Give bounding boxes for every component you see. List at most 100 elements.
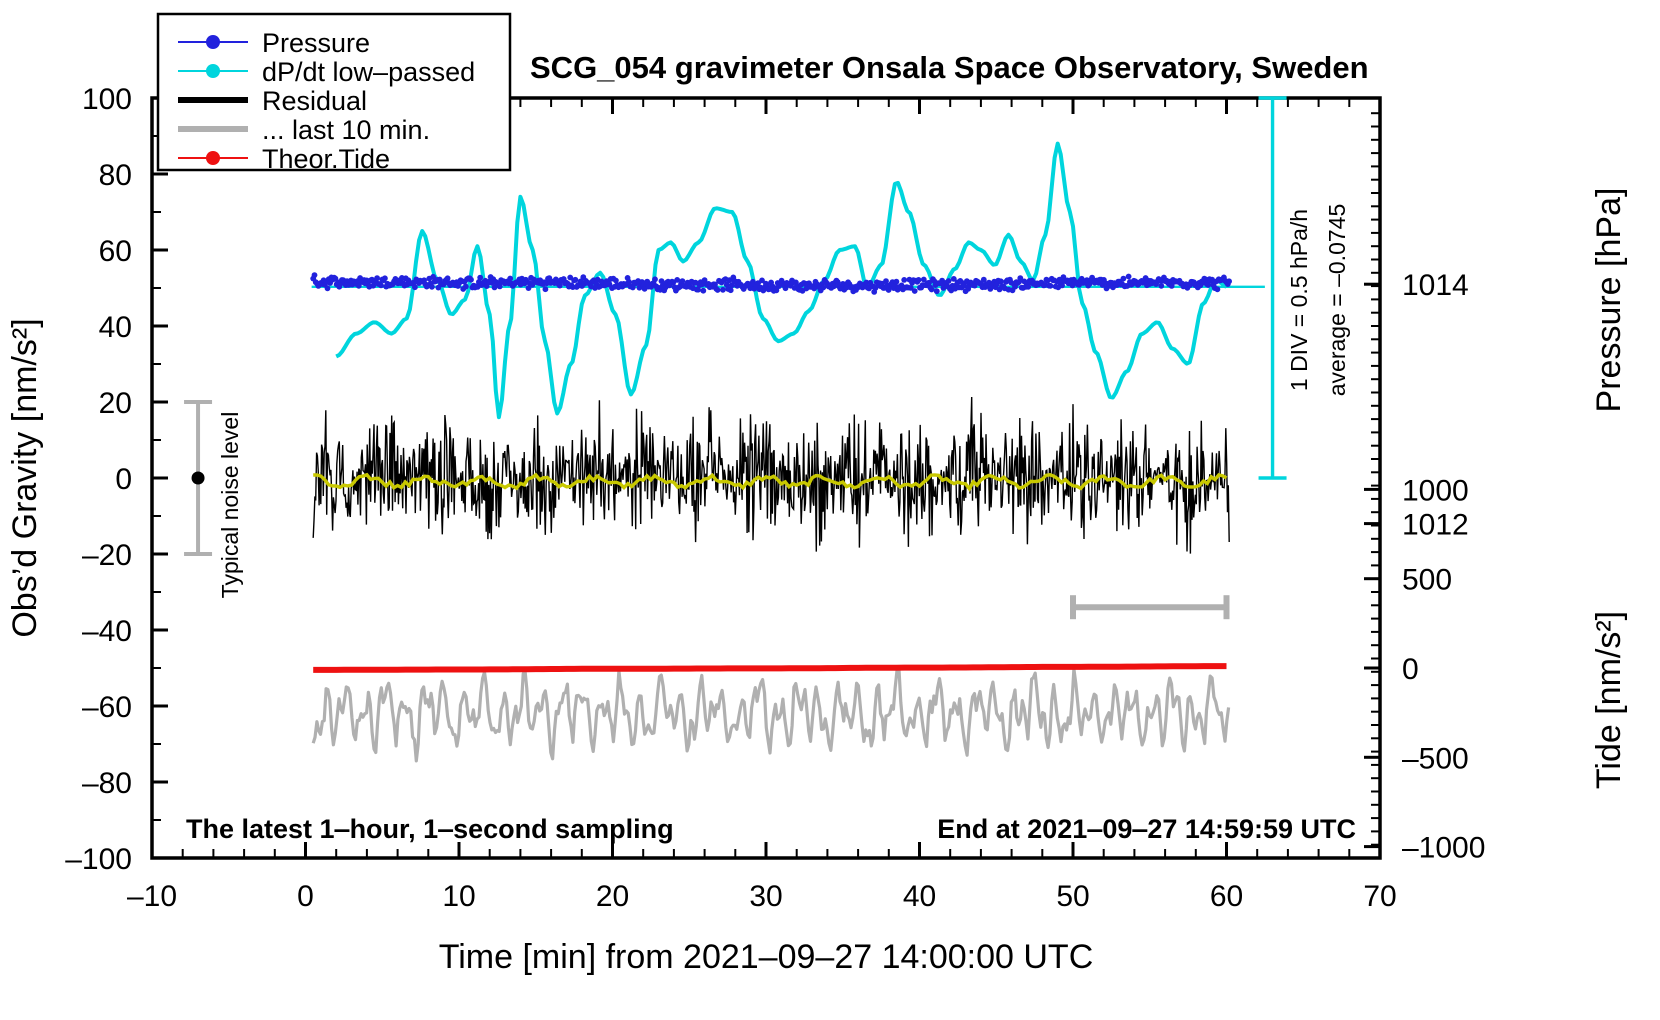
y-axis-title-left: Obs’d Gravity [nm/s²] <box>6 318 44 637</box>
legend-item-2: Residual <box>178 86 367 116</box>
annotation-layer <box>184 96 1287 556</box>
y-axis-title-tide: Tide [nm/s²] <box>1590 611 1628 789</box>
pressure-point <box>1059 282 1065 289</box>
legend-label: Residual <box>262 86 367 116</box>
pressure-point <box>652 276 658 283</box>
legend-item-0: Pressure <box>178 28 370 58</box>
pressure-point <box>382 275 388 282</box>
x-tick-label: 30 <box>749 880 782 913</box>
pressure-point <box>1047 282 1054 289</box>
pressure-point <box>1120 275 1127 282</box>
pressure-point <box>907 285 914 291</box>
tide-tick-label: 0 <box>1402 653 1419 686</box>
pressure-point <box>324 285 331 292</box>
pressure-point <box>901 277 908 283</box>
pressure-point <box>542 286 549 293</box>
cyan-scale-bar <box>1258 96 1287 480</box>
axis-layer: ‒10 0 10 20 30 40 50 60 70100806040200‒20‒40‒60‒… <box>65 83 1485 913</box>
pressure-point <box>1125 273 1132 280</box>
pressure-point <box>525 285 532 291</box>
x-tick-label: 10 <box>442 880 475 913</box>
pressure-point <box>507 275 514 282</box>
residual-smoothed-trace <box>313 472 1228 492</box>
pressure-point <box>1214 286 1221 293</box>
legend-swatch-marker <box>206 151 220 165</box>
pressure-point <box>1205 282 1212 288</box>
legend-label: Pressure <box>262 28 370 58</box>
y-tick-label: ‒80 <box>82 767 132 800</box>
pressure-point <box>883 278 889 284</box>
pressure-point <box>462 283 469 290</box>
last10min-marker-bar <box>1070 595 1230 620</box>
bottom-left-note: The latest 1‒hour, 1‒second sampling <box>186 814 674 844</box>
y-tick-label: ‒60 <box>82 691 132 724</box>
y-tick-label: ‒40 <box>82 615 132 648</box>
y-tick-label: 60 <box>99 235 132 268</box>
pressure-tick-label: 1014 <box>1402 269 1469 302</box>
x-axis-title: Time [min] from 2021‒09‒27 14:00:00 UTC <box>439 938 1094 976</box>
pressure-point <box>997 278 1004 285</box>
x-tick-label: 50 <box>1056 880 1089 913</box>
x-tick-label: ‒10 <box>127 880 177 913</box>
dpdt-trace <box>335 141 1228 420</box>
pressure-point <box>872 285 879 291</box>
pressure-point <box>911 288 918 294</box>
y-tick-label: 20 <box>99 387 132 420</box>
x-tick-label: 70 <box>1363 880 1396 913</box>
theor-tide-trace <box>313 663 1227 673</box>
legend-label: Theor.Tide <box>262 144 390 174</box>
tide-tick-label: ‒500 <box>1402 742 1469 775</box>
pressure-point <box>950 276 957 282</box>
last10min-trace <box>311 666 1231 763</box>
pressure-point <box>374 275 380 281</box>
pressure-point <box>928 286 935 293</box>
pressure-point <box>759 277 765 284</box>
pressure-point <box>679 278 686 284</box>
pressure-point <box>773 287 780 294</box>
pressure-point <box>920 276 927 283</box>
pressure-point <box>613 277 619 284</box>
pressure-point <box>1017 275 1024 281</box>
legend-item-1: dP/dt low‒passed <box>178 57 475 87</box>
legend-label: ... last 10 min. <box>262 115 430 145</box>
pressure-point <box>1226 278 1232 285</box>
pressure-point <box>556 282 563 289</box>
pressure-point <box>378 282 384 289</box>
page-title: SCG_054 gravimeter Onsala Space Observat… <box>530 50 1369 85</box>
pressure-point <box>1025 283 1032 290</box>
average-note: average = ‒0.0745 <box>1324 204 1350 396</box>
typical-noise-errorbar <box>184 400 213 556</box>
pressure-point <box>714 287 721 293</box>
tide-tick-label: 500 <box>1402 564 1452 597</box>
x-tick-label: 60 <box>1210 880 1243 913</box>
y-axis-title-pressure: Pressure [hPa] <box>1590 188 1628 413</box>
pressure-point <box>1158 282 1165 289</box>
x-tick-label: 20 <box>596 880 629 913</box>
x-tick-label: 0 <box>297 880 314 913</box>
legend-label: dP/dt low‒passed <box>262 57 475 87</box>
pressure-point <box>926 279 932 286</box>
pressure-point <box>430 273 437 280</box>
y-tick-label: 80 <box>99 159 132 192</box>
pressure-point <box>893 278 900 285</box>
tide-tick-label: ‒1000 <box>1402 832 1485 865</box>
pressure-point <box>961 282 968 289</box>
pressure-point <box>933 288 940 295</box>
pressure-point <box>700 287 707 294</box>
pressure-point <box>727 287 734 294</box>
pressure-point <box>496 283 503 290</box>
pressure-point <box>311 272 318 278</box>
pressure-point <box>429 283 435 290</box>
pressure-point <box>412 284 418 291</box>
y-tick-label: 40 <box>99 311 132 344</box>
y-tick-label: ‒100 <box>65 843 132 876</box>
legend-item-3: ... last 10 min. <box>178 115 430 145</box>
y-tick-label: 100 <box>82 83 132 116</box>
pressure-scatter <box>310 272 1232 295</box>
pressure-point <box>572 276 579 283</box>
pressure-point <box>695 286 701 293</box>
errorbar-center-dot <box>191 471 205 485</box>
scale-div-note: 1 DIV = 0.5 hPa/h <box>1286 209 1312 391</box>
